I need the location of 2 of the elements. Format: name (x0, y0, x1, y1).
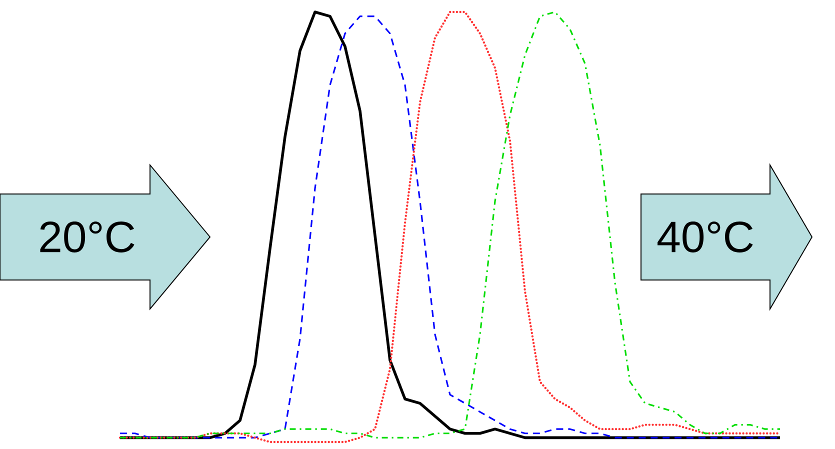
annotation: 20°C (40, 221, 134, 252)
annotation: 40°C (658, 221, 753, 252)
